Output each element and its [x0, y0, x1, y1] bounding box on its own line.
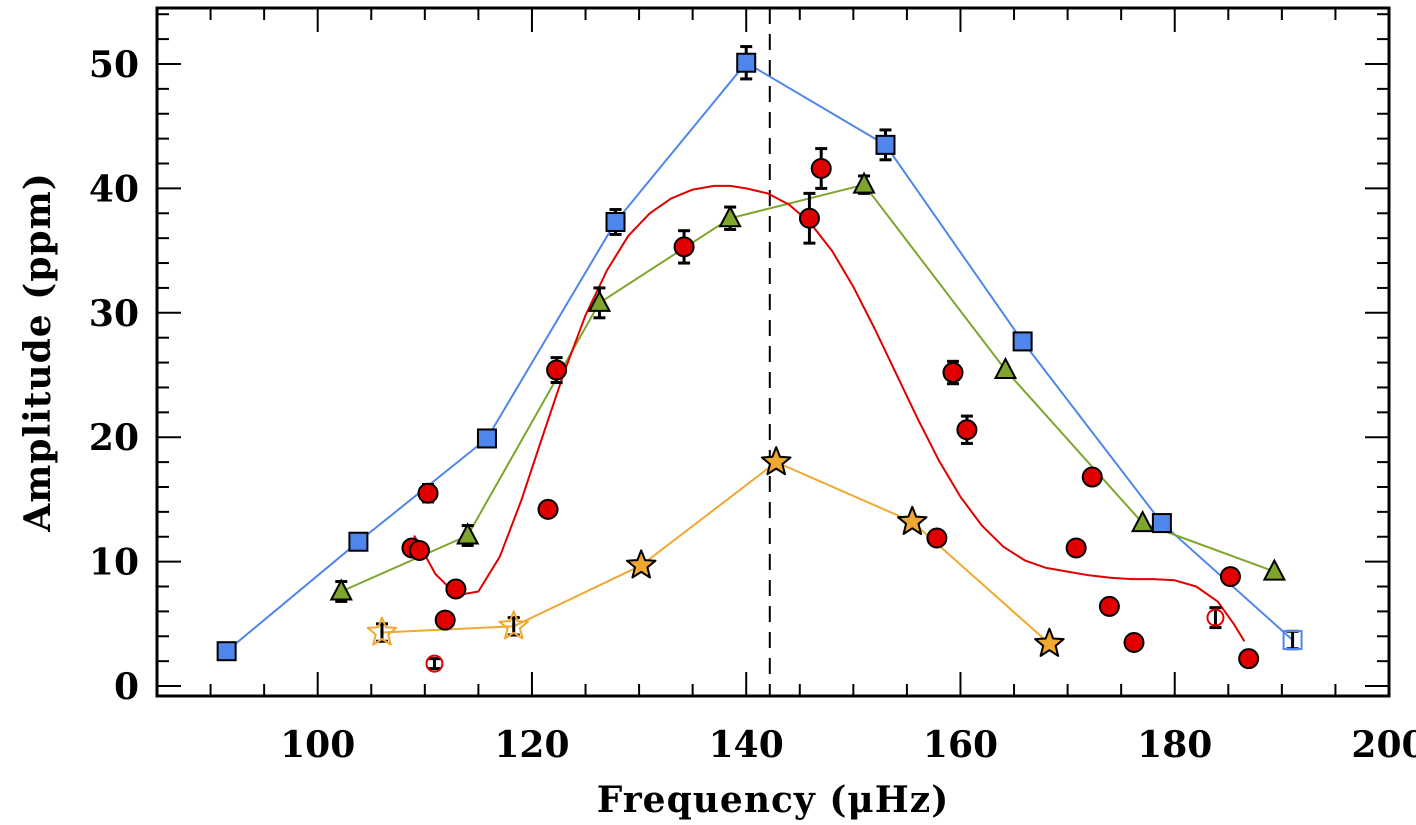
y-tick-label: 0 [114, 666, 139, 708]
square-data-point [348, 531, 369, 552]
plot-content [216, 8, 1303, 696]
circle-data-point [1123, 632, 1145, 654]
fit-curve [413, 184, 1246, 642]
triangle-data-point [456, 522, 480, 545]
y-tick-label: 30 [89, 293, 139, 335]
star-data-point [897, 505, 928, 535]
circle-data-point [673, 236, 695, 258]
x-axis-title: Frequency (μHz) [597, 779, 949, 821]
error-bar [1209, 606, 1222, 630]
y-tick-label: 40 [89, 168, 139, 210]
x-tick-label: 120 [494, 724, 569, 766]
y-tick-label: 50 [89, 44, 139, 86]
x-tick-label: 140 [709, 724, 784, 766]
plot-frame [155, 6, 1391, 698]
axis-ticks [157, 8, 1390, 696]
square-data-point [476, 428, 497, 449]
circle-data-point [956, 419, 978, 441]
x-tick-label: 160 [923, 724, 998, 766]
circle-data-point [798, 207, 820, 229]
y-axis-title: Amplitude (ppm) [17, 172, 59, 532]
circle-data-point [434, 609, 456, 631]
square-data-point [605, 211, 626, 232]
y-tick-label: 10 [89, 542, 139, 584]
star-data-point [366, 616, 398, 646]
triangle-data-point [718, 205, 742, 228]
square-data-point [1282, 630, 1303, 651]
error-bar [1286, 629, 1299, 651]
star-data-point [626, 549, 657, 579]
circle-data-point [1065, 537, 1087, 559]
circle-data-point [417, 482, 439, 504]
square-data-point [875, 134, 896, 155]
x-tick-label: 100 [280, 724, 355, 766]
triangle-data-point [1130, 509, 1155, 533]
circle-data-point [942, 362, 964, 384]
square-data-point [736, 52, 757, 73]
triangle-data-point [852, 171, 876, 194]
square-data-point [1012, 331, 1033, 352]
circle-data-point [445, 578, 467, 600]
x-tick-label: 200 [1351, 724, 1416, 766]
triangle-data-point [587, 289, 612, 312]
error-bar [428, 657, 441, 671]
circle-data-point [1081, 466, 1103, 488]
square-series-line [225, 61, 1294, 652]
circle-data-point [537, 498, 559, 520]
triangle-series-line [340, 183, 1275, 593]
y-tick-label: 20 [89, 417, 139, 459]
circle-data-point [1206, 608, 1225, 627]
tick-labels: 100 120 140 160 180 200 0 10 20 30 40 50 [89, 44, 1416, 766]
star-series-line [381, 460, 1051, 645]
square-data-point [216, 641, 237, 662]
circle-data-point [1238, 648, 1260, 670]
star-data-point [1034, 627, 1065, 657]
circle-data-point [408, 539, 430, 561]
circle-data-point [1098, 595, 1120, 617]
star-data-point [760, 446, 792, 476]
triangle-data-point [993, 356, 1018, 380]
circle-data-point [810, 157, 832, 179]
star-data-point [498, 610, 529, 640]
x-tick-label: 180 [1137, 724, 1212, 766]
circle-data-point [546, 359, 568, 381]
circle-data-point [425, 654, 444, 673]
square-data-point [1151, 513, 1172, 534]
circle-data-point [1219, 566, 1241, 588]
circle-data-point [926, 527, 948, 549]
triangle-data-point [1262, 558, 1287, 581]
triangle-data-point [329, 578, 353, 601]
